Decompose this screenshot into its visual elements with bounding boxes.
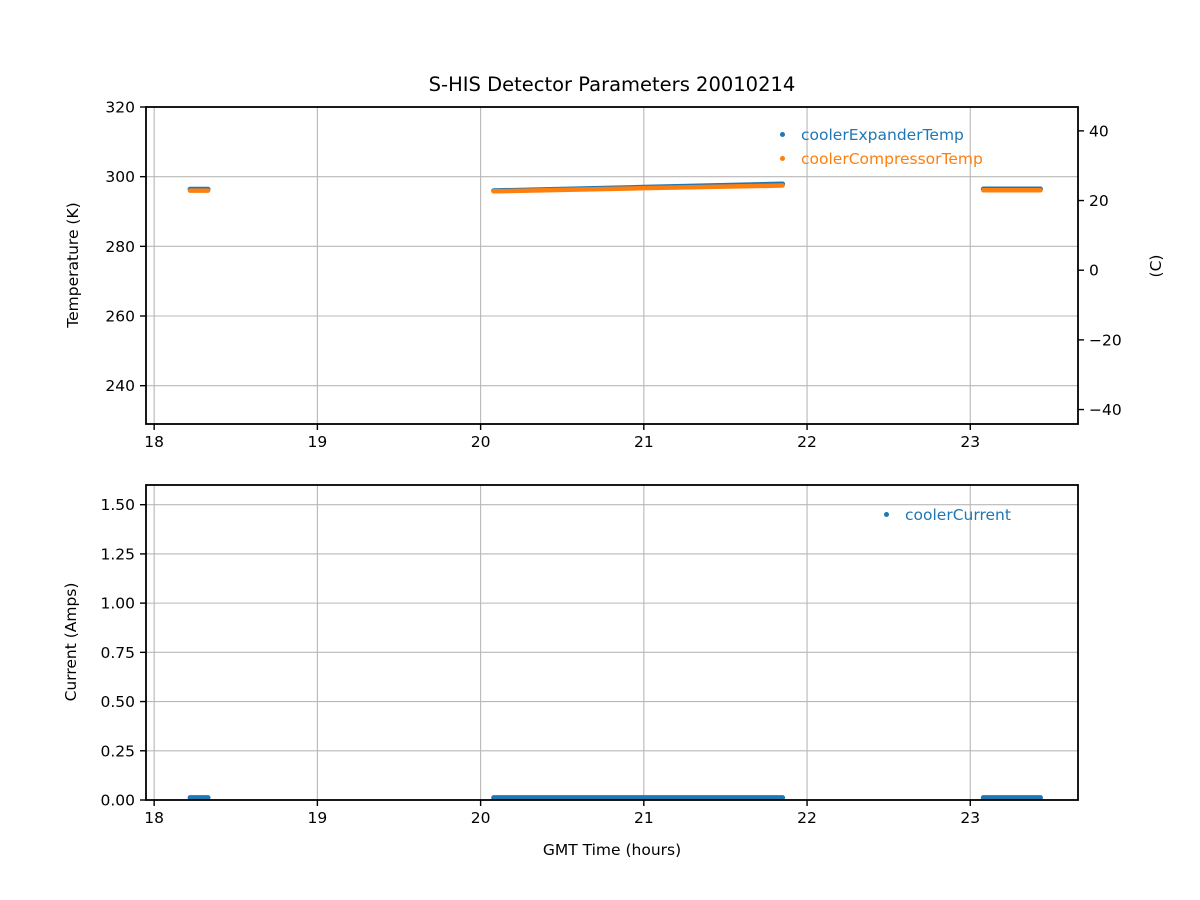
x-tick-label-18: 18: [144, 809, 164, 827]
legend-current: coolerCurrent: [884, 504, 1011, 525]
right-tick-label-0: 0: [1089, 262, 1099, 280]
x-tick-label-21: 21: [634, 433, 654, 451]
y-tick-label-240: 240: [105, 377, 135, 395]
axes-frame-current-plot: [145, 484, 1079, 801]
y-tick-label-1: 1.00: [100, 595, 135, 613]
y-tick-label-320: 320: [105, 99, 135, 117]
legend-marker-icon: [780, 156, 785, 161]
x-tick-label-21: 21: [634, 809, 654, 827]
right-tick-label-40: 40: [1089, 122, 1109, 140]
legend-label-coolerCurrent: coolerCurrent: [905, 505, 1011, 524]
legend-marker-icon: [884, 512, 889, 517]
y-tick-label-0: 0.00: [100, 792, 135, 810]
legend-row-coolerExpanderTemp: coolerExpanderTemp: [780, 124, 983, 145]
chart-title: S-HIS Detector Parameters 20010214: [428, 73, 796, 96]
y-tick-label-0.5: 0.50: [100, 693, 135, 711]
x-tick-label-20: 20: [471, 433, 491, 451]
temperature-axis-label: Temperature (K): [64, 202, 82, 328]
right-tick-label-−20: −20: [1089, 331, 1122, 349]
x-tick-label-19: 19: [308, 809, 328, 827]
right-tick-label-20: 20: [1089, 192, 1109, 210]
y-tick-label-0.25: 0.25: [100, 742, 135, 760]
y-tick-label-0.75: 0.75: [100, 644, 135, 662]
y-tick-label-280: 280: [105, 238, 135, 256]
y-tick-label-1.25: 1.25: [100, 545, 135, 563]
y-tick-label-260: 260: [105, 308, 135, 326]
legend-temperature: coolerExpanderTemp coolerCompressorTemp: [780, 124, 983, 169]
legend-label-coolerExpanderTemp: coolerExpanderTemp: [801, 125, 964, 144]
legend-marker-icon: [780, 132, 785, 137]
y-tick-label-1.5: 1.50: [100, 496, 135, 514]
series-coolerCompressorTemp-segment-1: [491, 183, 785, 194]
x-tick-label-20: 20: [471, 809, 491, 827]
x-tick-label-18: 18: [144, 433, 164, 451]
legend-label-coolerCompressorTemp: coolerCompressorTemp: [801, 149, 983, 168]
y-tick-label-300: 300: [105, 168, 135, 186]
x-tick-label-22: 22: [797, 433, 817, 451]
x-tick-label-19: 19: [308, 433, 328, 451]
axes-frame-temperature-plot: [145, 106, 1079, 425]
current-axis-label: Current (Amps): [62, 582, 80, 702]
right-tick-label-−40: −40: [1089, 401, 1122, 419]
celsius-axis-label: (C): [1147, 254, 1165, 278]
gmt-time-axis-label: GMT Time (hours): [542, 841, 682, 859]
legend-row-coolerCompressorTemp: coolerCompressorTemp: [780, 148, 983, 169]
legend-row-coolerCurrent: coolerCurrent: [884, 504, 1011, 525]
x-tick-label-22: 22: [797, 809, 817, 827]
x-tick-label-23: 23: [960, 433, 980, 451]
x-tick-label-23: 23: [960, 809, 980, 827]
